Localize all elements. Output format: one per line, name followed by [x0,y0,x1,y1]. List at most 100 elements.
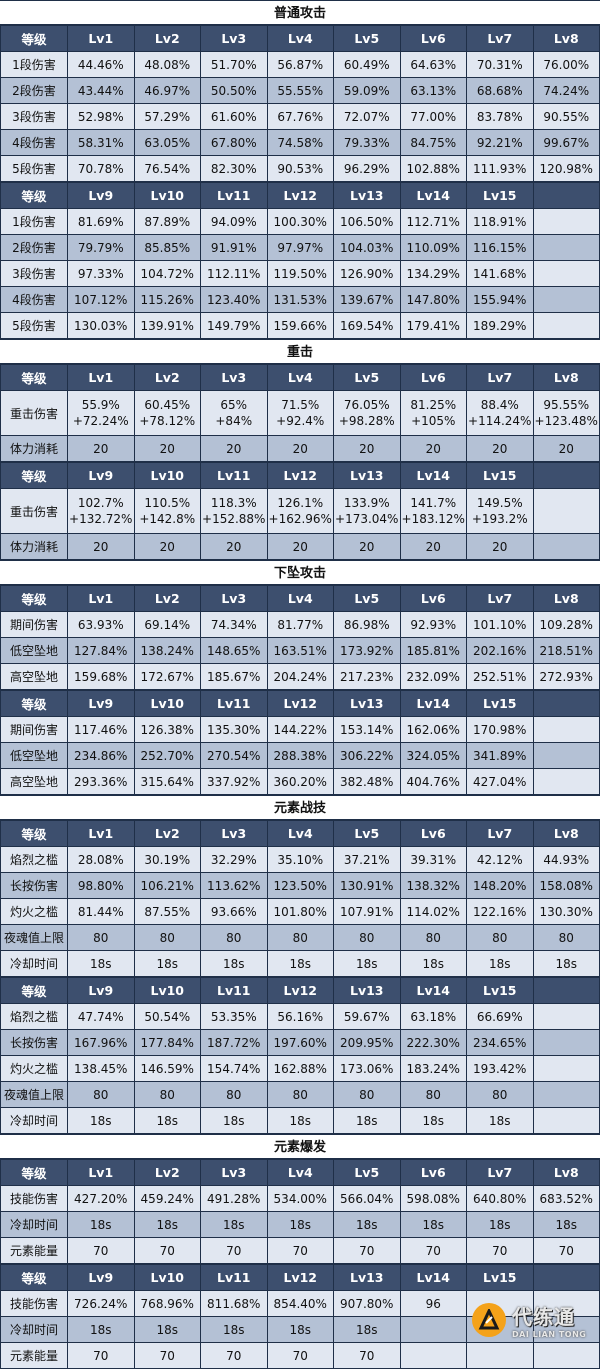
value-cell: 18s [266,1107,334,1134]
value-cell: 70 [200,1342,268,1369]
value-cell: 52.98% [67,103,135,130]
value-cell: 53.35% [200,1003,268,1030]
value-cell: 113.62% [200,872,268,899]
value-cell [532,1290,600,1317]
value-cell: 79.79% [67,234,135,261]
value-cell: 18s [133,1107,201,1134]
level-column-header: Lv12 [266,977,334,1004]
value-cell: 123.50% [266,872,334,899]
value-cell: 63.18% [399,1003,467,1030]
value-cell: 252.70% [133,742,201,769]
row-label: 4段伤害 [0,286,68,313]
row-label: 元素能量 [0,1342,68,1369]
value-cell: 18s [333,1316,401,1343]
value-cell [532,1107,600,1134]
value-cell: 77.00% [399,103,467,130]
value-cell: 146.59% [133,1055,201,1082]
value-cell: 79.33% [333,129,401,156]
level-column-header: Lv15 [466,182,534,209]
watermark-main-text: 代练通 [512,1305,575,1329]
value-cell: 70.78% [67,155,135,182]
value-cell: 185.67% [200,663,268,690]
table-row: 技能伤害 427.20% 459.24% 491.28% 534.00% 566.04% 5… [0,1185,600,1212]
stats-table: 等级 Lv1 Lv2 Lv3 Lv4 Lv5 Lv6 Lv7 Lv8 技能伤害 427.20% 459… [0,1159,600,1264]
value-cell: 46.97% [133,77,201,104]
value-cell: 218.51% [532,637,600,664]
level-column-header: Lv3 [200,25,268,52]
row-label: 体力消耗 [0,533,68,560]
value-cell: 270.54% [200,742,268,769]
level-header: 等级 [0,462,68,489]
value-cell: 109.28% [532,611,600,638]
table-header-row: 等级 Lv9 Lv10 Lv11 Lv12 Lv13 Lv14 Lv15 [0,1264,600,1291]
value-cell: 102.88% [399,155,467,182]
level-column-header: Lv7 [466,364,534,391]
level-column-header: Lv1 [67,1159,135,1186]
value-cell: 159.66% [266,312,334,339]
value-cell: 60.45% +78.12% [133,390,201,436]
value-cell [532,208,600,235]
value-cell: 187.72% [200,1029,268,1056]
value-cell: 18s [200,1107,268,1134]
level-column-header: Lv4 [266,820,334,847]
level-column-header: Lv5 [333,25,401,52]
row-label: 5段伤害 [0,155,68,182]
table-header-row: 等级 Lv1 Lv2 Lv3 Lv4 Lv5 Lv6 Lv7 Lv8 [0,25,600,52]
row-label: 1段伤害 [0,208,68,235]
value-cell: 306.22% [333,742,401,769]
value-cell: 91.91% [200,234,268,261]
level-column-header: Lv9 [67,690,135,717]
value-cell: 112.71% [399,208,467,235]
value-cell: 104.72% [133,260,201,287]
value-cell: 18s [399,1107,467,1134]
value-cell: 95.55% +123.48% [532,390,600,436]
value-cell [399,1316,467,1343]
value-cell: 20 [200,533,268,560]
table-row: 高空坠地 159.68% 172.67% 185.67% 204.24% 217.23% 2… [0,663,600,690]
value-cell: 162.06% [399,716,467,743]
level-header: 等级 [0,182,68,209]
level-column-header: Lv10 [133,1264,201,1291]
value-cell: 341.89% [466,742,534,769]
value-cell: 96.29% [333,155,401,182]
value-cell: 139.67% [333,286,401,313]
value-cell: 76.05% +98.28% [333,390,401,436]
value-cell: 74.34% [200,611,268,638]
table-row: 冷却时间 18s 18s 18s 18s 18s 18s 18s [0,1107,600,1134]
value-line: +72.24% [72,414,129,428]
level-column-header: Lv2 [133,1159,201,1186]
value-cell: 90.55% [532,103,600,130]
level-column-header: Lv1 [67,585,135,612]
level-column-header: Lv13 [333,182,401,209]
level-column-header: Lv15 [466,462,534,489]
value-cell: 169.54% [333,312,401,339]
table-row: 3段伤害 52.98% 57.29% 61.60% 67.76% 72.07% 77.00%… [0,103,600,130]
level-column-header: Lv13 [333,977,401,1004]
value-cell: 427.20% [67,1185,135,1212]
value-cell: 18s [200,1211,268,1238]
value-cell: 70 [67,1237,135,1264]
level-column-header: Lv6 [399,820,467,847]
value-cell: 18s [67,1211,135,1238]
value-cell: 70 [333,1237,401,1264]
value-cell: 60.49% [333,51,401,78]
section-title: 元素爆发 [0,1134,600,1159]
row-label: 高空坠地 [0,768,68,795]
value-cell: 80 [399,924,467,951]
level-column-header: Lv14 [399,690,467,717]
level-column-header: Lv2 [133,25,201,52]
row-label: 冷却时间 [0,1107,68,1134]
value-cell: 99.67% [532,129,600,156]
level-column-header: Lv8 [532,364,600,391]
value-line: +114.24% [468,414,532,428]
value-cell: 18s [67,950,135,977]
value-cell: 20 [532,435,600,462]
value-cell: 123.40% [200,286,268,313]
level-column-header [532,462,600,489]
table-row: 高空坠地 293.36% 315.64% 337.92% 360.20% 382.48% 4… [0,768,600,795]
value-cell: 20 [133,533,201,560]
value-cell: 854.40% [266,1290,334,1317]
value-cell: 80 [133,924,201,951]
row-label: 体力消耗 [0,435,68,462]
value-cell: 50.54% [133,1003,201,1030]
